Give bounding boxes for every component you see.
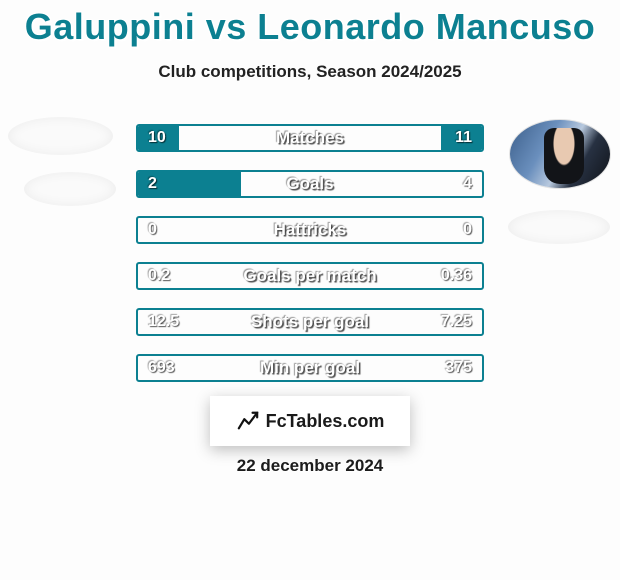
player-right-photo xyxy=(510,120,610,188)
stat-row-goals: 2 Goals 4 xyxy=(136,170,484,198)
chart-line-icon xyxy=(236,410,260,432)
stat-right-value: 11 xyxy=(455,129,472,147)
player-left-placeholder-2 xyxy=(24,172,116,206)
date-text: 22 december 2024 xyxy=(0,456,620,476)
stat-row-matches: 10 Matches 11 xyxy=(136,124,484,152)
stat-row-hattricks: 0 Hattricks 0 xyxy=(136,216,484,244)
stat-right-value: 4 xyxy=(463,175,472,193)
brand-badge: FcTables.com xyxy=(210,396,410,446)
player-left-placeholder-1 xyxy=(8,117,113,155)
subtitle: Club competitions, Season 2024/2025 xyxy=(0,62,620,82)
stat-row-shots-per-goal: 12.5 Shots per goal 7.25 xyxy=(136,308,484,336)
stat-metric: Min per goal xyxy=(138,358,482,378)
comparison-chart: 10 Matches 11 2 Goals 4 0 Hattricks 0 0.… xyxy=(136,124,484,400)
player-right-placeholder xyxy=(508,210,610,244)
stat-right-value: 0.36 xyxy=(441,267,472,285)
stat-right-value: 7.25 xyxy=(441,313,472,331)
stat-metric: Matches xyxy=(138,128,482,148)
stat-metric: Goals xyxy=(138,174,482,194)
stat-right-value: 0 xyxy=(463,221,472,239)
stat-metric: Hattricks xyxy=(138,220,482,240)
page-title: Galuppini vs Leonardo Mancuso xyxy=(0,0,620,48)
stat-right-value: 375 xyxy=(445,359,472,377)
stat-metric: Goals per match xyxy=(138,266,482,286)
stat-row-min-per-goal: 693 Min per goal 375 xyxy=(136,354,484,382)
stat-row-goals-per-match: 0.2 Goals per match 0.36 xyxy=(136,262,484,290)
stat-metric: Shots per goal xyxy=(138,312,482,332)
brand-text: FcTables.com xyxy=(266,411,385,432)
